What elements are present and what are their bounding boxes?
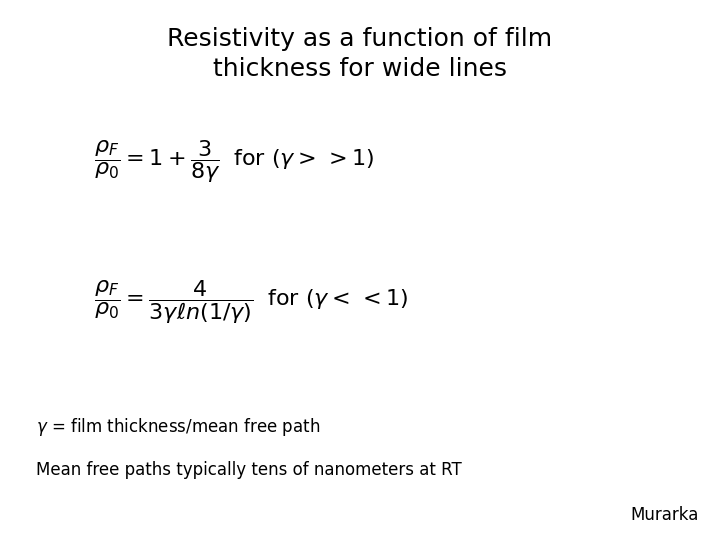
Text: Mean free paths typically tens of nanometers at RT: Mean free paths typically tens of nanome… xyxy=(36,461,462,479)
Text: $\gamma$ = film thickness/mean free path: $\gamma$ = film thickness/mean free path xyxy=(36,416,320,437)
Text: $\dfrac{\rho_F}{\rho_0} = \dfrac{4}{3\gamma\ell n(1/\gamma)}\;$ for $(\gamma <\,: $\dfrac{\rho_F}{\rho_0} = \dfrac{4}{3\ga… xyxy=(94,279,408,326)
Text: $\dfrac{\rho_F}{\rho_0} = 1 + \dfrac{3}{8\gamma}\;$ for $(\gamma >\, > 1)$: $\dfrac{\rho_F}{\rho_0} = 1 + \dfrac{3}{… xyxy=(94,139,374,185)
Text: Murarka: Murarka xyxy=(630,506,698,524)
Text: Resistivity as a function of film
thickness for wide lines: Resistivity as a function of film thickn… xyxy=(168,27,552,80)
